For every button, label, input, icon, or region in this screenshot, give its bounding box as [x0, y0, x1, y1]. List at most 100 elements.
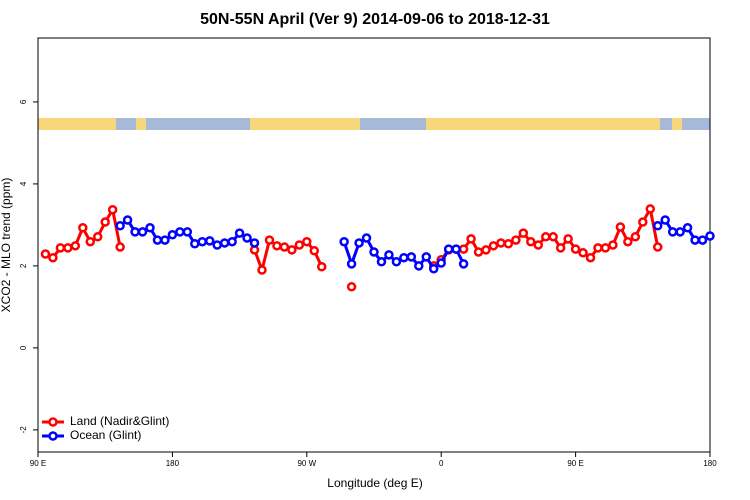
data-point [682, 223, 693, 233]
data-point [570, 244, 581, 254]
data-point [115, 242, 125, 252]
data-point [190, 239, 200, 249]
data-point [511, 235, 521, 245]
data-point [406, 252, 417, 262]
data-point [302, 236, 312, 247]
data-point [518, 228, 529, 238]
data-point [533, 240, 544, 250]
legend-label: Ocean (Glint) [70, 428, 141, 442]
data-point [78, 223, 88, 233]
data-point [107, 204, 118, 215]
data-point [242, 233, 252, 243]
data-point [414, 261, 424, 271]
plot-frame [37, 37, 711, 453]
data-point [152, 235, 163, 245]
data-point [264, 235, 275, 245]
y-tick-label: -2 [19, 426, 28, 434]
data-point [652, 220, 663, 231]
data-point [40, 249, 51, 259]
data-point [160, 235, 170, 245]
data-point [376, 257, 387, 267]
data-point [369, 247, 379, 257]
data-point [219, 238, 230, 248]
data-point [137, 227, 148, 237]
data-point [690, 235, 700, 245]
x-tick-label: 90 E [567, 459, 583, 468]
data-point [421, 252, 432, 262]
data-point [600, 243, 611, 253]
data-point [339, 236, 349, 247]
x-tick-label: 180 [166, 459, 180, 468]
x-tick-label: 90 W [297, 459, 316, 468]
data-point [234, 228, 245, 238]
land-band [426, 118, 660, 130]
land-band [672, 118, 682, 130]
data-point [92, 232, 103, 242]
data-point [578, 248, 588, 258]
data-point [593, 243, 603, 253]
data-point [645, 204, 656, 214]
data-point [279, 242, 290, 252]
data-point [451, 244, 461, 254]
data-point [197, 236, 208, 247]
land-mask-band [38, 118, 710, 130]
legend-marker [48, 417, 58, 427]
data-point [204, 236, 215, 246]
data-point [346, 259, 357, 269]
x-tick-label: 180 [703, 459, 717, 468]
data-point [697, 235, 708, 245]
x-tick-label: 0 [439, 459, 444, 468]
data-point [167, 230, 178, 240]
data-point [182, 227, 193, 237]
data-point [100, 217, 110, 227]
data-point [70, 241, 81, 251]
x-tick-label: 90 E [30, 459, 46, 468]
legend-label: Land (Nadir&Glint) [70, 414, 169, 428]
data-point [615, 222, 626, 232]
data-point [346, 282, 357, 292]
data-point [272, 241, 282, 251]
data-point [63, 243, 73, 253]
data-point [55, 243, 66, 253]
chart-title: 50N-55N April (Ver 9) 2014-09-06 to 2018… [200, 11, 550, 28]
data-point [458, 259, 469, 269]
data-point [391, 257, 402, 267]
data-point [227, 236, 237, 247]
y-tick-label: 4 [19, 181, 28, 186]
data-point [548, 232, 558, 242]
data-point [145, 223, 155, 233]
land-band [136, 118, 146, 130]
data-point [294, 240, 305, 250]
data-point [316, 261, 327, 272]
x-axis-label: Longitude (deg E) [327, 476, 422, 490]
data-point [249, 238, 260, 248]
y-tick-label: 6 [19, 99, 28, 104]
data-point [652, 242, 663, 252]
data-point [608, 240, 618, 250]
data-point [638, 217, 648, 227]
data-point [384, 250, 394, 260]
data-point [481, 245, 491, 255]
data-point [667, 227, 678, 237]
data-point [85, 236, 96, 247]
y-tick-label: 0 [19, 345, 28, 350]
y-axis-label: XCO2 - MLO trend (ppm) [0, 178, 13, 313]
data-point [630, 232, 641, 242]
data-point [428, 264, 439, 274]
data-point [660, 215, 670, 225]
data-point [122, 215, 133, 225]
legend: Land (Nadir&Glint)Ocean (Glint) [42, 414, 169, 442]
data-point [399, 252, 409, 263]
data-point [488, 241, 499, 251]
data-point [496, 238, 506, 248]
data-point [503, 239, 514, 249]
data-point [115, 220, 125, 231]
data-point [458, 244, 469, 254]
data-point [257, 265, 267, 275]
data-point [563, 234, 573, 244]
land-band [250, 118, 360, 130]
data-point [212, 240, 222, 250]
land-band [38, 118, 116, 130]
data-point [540, 232, 551, 242]
